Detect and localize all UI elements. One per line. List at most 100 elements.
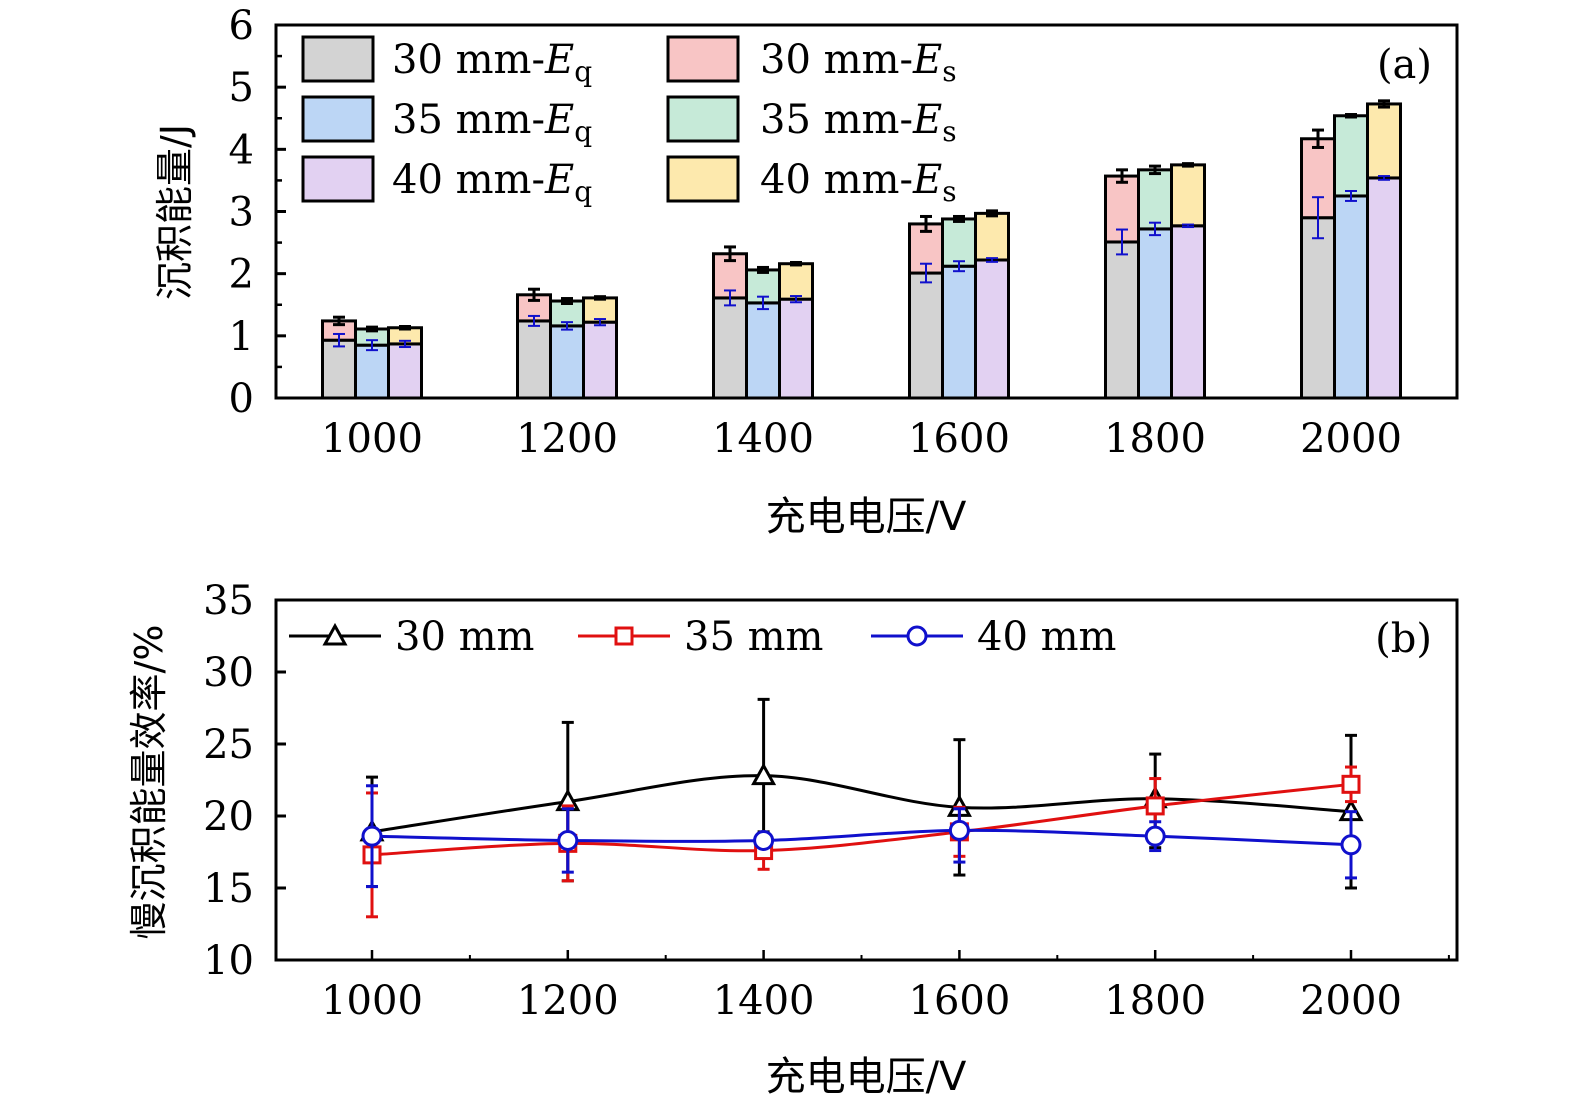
bar-stack-40mm-1400 bbox=[778, 260, 814, 400]
x-tick-label: 1400 bbox=[713, 978, 815, 1024]
legend-item: 30 mm bbox=[289, 614, 534, 660]
y-tick-label: 10 bbox=[203, 938, 254, 984]
bar-stack-35mm-2000 bbox=[1333, 113, 1369, 400]
bar-segment-es bbox=[974, 211, 1010, 262]
panel-b-y-axis: 10 15 20 25 30 35 bbox=[203, 578, 286, 984]
bar-segment-eq bbox=[582, 320, 618, 400]
marker-square bbox=[1145, 796, 1165, 816]
bar-segment-eq bbox=[321, 338, 357, 400]
bar-segment-eq bbox=[354, 343, 390, 400]
y-tick-label: 0 bbox=[229, 376, 254, 422]
series-line bbox=[371, 774, 1352, 834]
bar-segment-eq bbox=[549, 324, 585, 400]
y-tick-label: 35 bbox=[203, 578, 254, 624]
marker-square bbox=[1341, 774, 1361, 794]
bar-segment-eq bbox=[745, 301, 781, 400]
legend-swatch bbox=[301, 95, 375, 143]
x-tick-label: 1800 bbox=[1104, 416, 1206, 462]
y-tick-label: 4 bbox=[229, 127, 254, 173]
legend-label: 35 mm-Eq bbox=[392, 97, 592, 148]
legend-swatch bbox=[666, 155, 740, 203]
bar-stack-30mm-1600 bbox=[908, 214, 944, 400]
bar-stack-30mm-2000 bbox=[1300, 128, 1336, 400]
bar-segment-es bbox=[778, 262, 814, 301]
bar-segment-eq bbox=[516, 319, 552, 400]
bar-segment-es bbox=[941, 217, 977, 268]
legend-item: 35 mm-Es bbox=[666, 95, 957, 148]
bar-stack-40mm-1600 bbox=[974, 209, 1010, 400]
x-tick-label: 1800 bbox=[1104, 978, 1206, 1024]
bar-stack-35mm-1600 bbox=[941, 214, 977, 400]
x-tick-label: 1000 bbox=[321, 978, 423, 1024]
bar-segment-eq bbox=[778, 297, 814, 400]
y-tick-label: 20 bbox=[203, 794, 254, 840]
legend-item: 40 mm bbox=[871, 614, 1116, 660]
bar-segment-es bbox=[1137, 168, 1173, 231]
marker-circle bbox=[753, 829, 775, 851]
series-40mm bbox=[361, 784, 1362, 889]
marker-circle bbox=[361, 825, 383, 847]
panel-b-legend: 30 mm 35 mm 40 mm bbox=[289, 614, 1116, 660]
panel-b-x-axis: 1000 1200 1400 1600 1800 2000 bbox=[321, 950, 1450, 1024]
legend-label: 30 mm-Eq bbox=[392, 37, 592, 88]
y-tick-label: 3 bbox=[229, 190, 254, 236]
legend-item: 30 mm-Eq bbox=[301, 35, 592, 88]
legend-swatch bbox=[301, 155, 375, 203]
bar-segment-eq bbox=[974, 258, 1010, 400]
x-tick-label: 1200 bbox=[517, 978, 619, 1024]
marker-circle bbox=[1340, 834, 1362, 856]
y-tick-label: 1 bbox=[229, 314, 254, 360]
marker-triangle bbox=[322, 622, 348, 646]
legend-item: 35 mm bbox=[578, 614, 823, 660]
panel-a-stacked-bar-chart: 0 1 2 3 4 5 6 1000 1200 1400 1600 1800 2000 30 mm-E… bbox=[153, 3, 1459, 540]
panel-a-x-axis-title: 充电电压/V bbox=[766, 494, 967, 540]
series-30mm bbox=[359, 697, 1364, 890]
marker-circle bbox=[557, 829, 579, 851]
bar-segment-eq bbox=[1104, 240, 1140, 400]
panel-a-legend: 30 mm-Eq 30 mm-Es 35 mm-Eq 35 mm-Es 40 mm-Eq… bbox=[301, 35, 957, 208]
marker-circle bbox=[948, 819, 970, 841]
y-tick-label: 6 bbox=[229, 3, 254, 49]
legend-swatch bbox=[301, 35, 375, 83]
bar-stack-40mm-1200 bbox=[582, 295, 618, 400]
panel-a-bars bbox=[321, 99, 1402, 400]
x-tick-label: 1600 bbox=[909, 978, 1011, 1024]
bar-stack-30mm-1800 bbox=[1104, 168, 1140, 400]
marker-circle bbox=[906, 625, 928, 647]
bar-segment-eq bbox=[1170, 224, 1206, 400]
panel-b-series bbox=[359, 697, 1364, 919]
panel-a-label: (a) bbox=[1377, 42, 1432, 88]
legend-label: 40 mm-Es bbox=[760, 157, 957, 208]
legend-label: 40 mm bbox=[977, 614, 1116, 660]
y-tick-label: 2 bbox=[229, 252, 254, 298]
legend-item: 30 mm-Es bbox=[666, 35, 957, 88]
legend-label: 35 mm-Es bbox=[760, 97, 957, 148]
bar-segment-eq bbox=[1333, 194, 1369, 400]
x-tick-label: 2000 bbox=[1300, 978, 1402, 1024]
bar-stack-35mm-1400 bbox=[745, 265, 781, 400]
bar-stack-40mm-2000 bbox=[1366, 99, 1402, 400]
bar-stack-35mm-1800 bbox=[1137, 164, 1173, 400]
bar-segment-es bbox=[1366, 102, 1402, 180]
bar-stack-30mm-1000 bbox=[321, 315, 357, 400]
bar-segment-eq bbox=[1300, 216, 1336, 400]
bar-segment-eq bbox=[1366, 176, 1402, 400]
x-tick-label: 1000 bbox=[321, 416, 423, 462]
bar-stack-40mm-1000 bbox=[387, 325, 423, 400]
bar-stack-35mm-1200 bbox=[549, 297, 585, 400]
marker-triangle bbox=[751, 762, 777, 786]
panel-b-line-chart: 10 15 20 25 30 35 1000 1200 1400 1600 1800 2000 30… bbox=[127, 578, 1459, 1100]
series-line bbox=[371, 828, 1352, 847]
marker-circle bbox=[1144, 825, 1166, 847]
y-tick-label: 30 bbox=[203, 650, 254, 696]
series-line bbox=[371, 782, 1352, 857]
legend-swatch bbox=[666, 35, 740, 83]
bar-segment-eq bbox=[908, 271, 944, 400]
legend-label: 35 mm bbox=[684, 614, 823, 660]
x-tick-label: 1200 bbox=[516, 416, 618, 462]
x-tick-label: 1600 bbox=[908, 416, 1010, 462]
bar-segment-eq bbox=[387, 342, 423, 400]
bar-segment-eq bbox=[941, 264, 977, 400]
legend-item: 40 mm-Eq bbox=[301, 155, 592, 208]
